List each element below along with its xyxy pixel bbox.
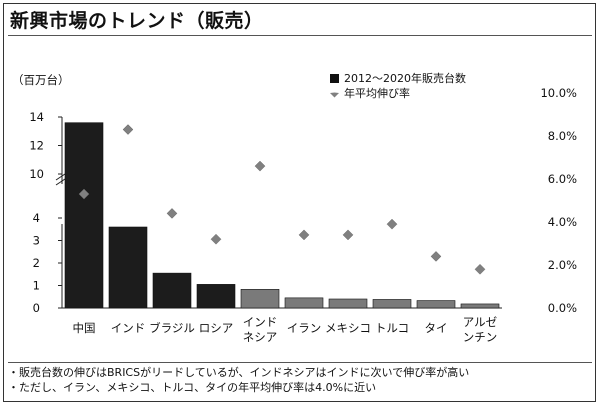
y-left-tick-label: 4 (33, 211, 40, 225)
legend-marker-swatch (330, 92, 339, 98)
y-right-tick-label: 10.0% (540, 86, 577, 100)
y-left-tick-label: 3 (33, 234, 40, 248)
growth-rate-marker (166, 208, 178, 219)
growth-rate-marker (298, 229, 310, 241)
x-category-label: アルゼ (463, 315, 497, 329)
figure-frame (3, 3, 596, 402)
note-line-2: ・ただし、イラン、メキシコ、トルコ、タイの年平均伸び率は4.0%に近い (8, 381, 377, 394)
y-left-tick-label: 0 (33, 301, 40, 315)
legend-bar-label: 2012～2020年販売台数 (344, 71, 466, 85)
bar (152, 272, 192, 309)
y-right-tick-label: 2.0% (548, 258, 577, 272)
notes-divider (8, 362, 592, 363)
y-axis-unit-label: （百万台） (12, 73, 70, 87)
x-category-label: インド (243, 315, 278, 329)
growth-rate-marker (386, 218, 398, 230)
growth-rate-marker (78, 188, 90, 200)
growth-rate-marker (430, 251, 442, 262)
x-category-label: トルコ (375, 321, 409, 335)
y-right-tick-label: 6.0% (548, 172, 577, 186)
growth-rate-marker (210, 233, 222, 245)
growth-rate-marker (474, 263, 486, 275)
growth-rate-marker (254, 160, 266, 172)
y-left-tick-label: 10 (29, 167, 44, 181)
bar (64, 122, 104, 309)
page-title: 新興市場のトレンド（販売） (10, 10, 264, 32)
bar (196, 284, 236, 309)
x-category-label: ブラジル (149, 321, 195, 335)
y-left-tick-label: 14 (29, 110, 44, 124)
title-divider (8, 35, 592, 36)
y-left-tick-label: 2 (33, 256, 40, 270)
bar (284, 297, 324, 309)
bar (460, 303, 500, 309)
y-left-tick-label: 12 (29, 139, 44, 153)
bar (416, 300, 456, 309)
legend-marker-label: 年平均伸び率 (344, 86, 410, 100)
notes: ・販売台数の伸びはBRICSがリードしているが、インドネシアはインドに次いで伸び… (8, 365, 596, 395)
legend-bar-swatch (330, 74, 339, 83)
growth-rate-marker (122, 124, 134, 135)
y-right-tick-label: 8.0% (548, 129, 577, 143)
bar (240, 289, 280, 309)
bar (372, 299, 412, 309)
x-category-label: メキシコ (325, 321, 371, 335)
y-left-tick-label: 1 (33, 279, 40, 293)
x-category-label: タイ (425, 321, 448, 335)
growth-rate-marker (342, 229, 354, 241)
x-category-label: 中国 (73, 321, 96, 335)
x-category-label: ロシア (199, 321, 234, 335)
x-category-label: ンチン (463, 330, 498, 344)
x-category-label: インド (111, 321, 146, 335)
y-right-tick-label: 0.0% (548, 301, 577, 315)
bar (108, 226, 148, 309)
note-line-1: ・販売台数の伸びはBRICSがリードしているが、インドネシアはインドに次いで伸び… (8, 366, 470, 379)
x-category-label: ネシア (243, 330, 278, 344)
bar-line-chart: （百万台）012341012140.0%2.0%4.0%6.0%8.0%10.0… (12, 71, 577, 344)
bar (328, 298, 368, 309)
y-right-tick-label: 4.0% (548, 215, 577, 229)
x-category-label: イラン (287, 321, 322, 335)
